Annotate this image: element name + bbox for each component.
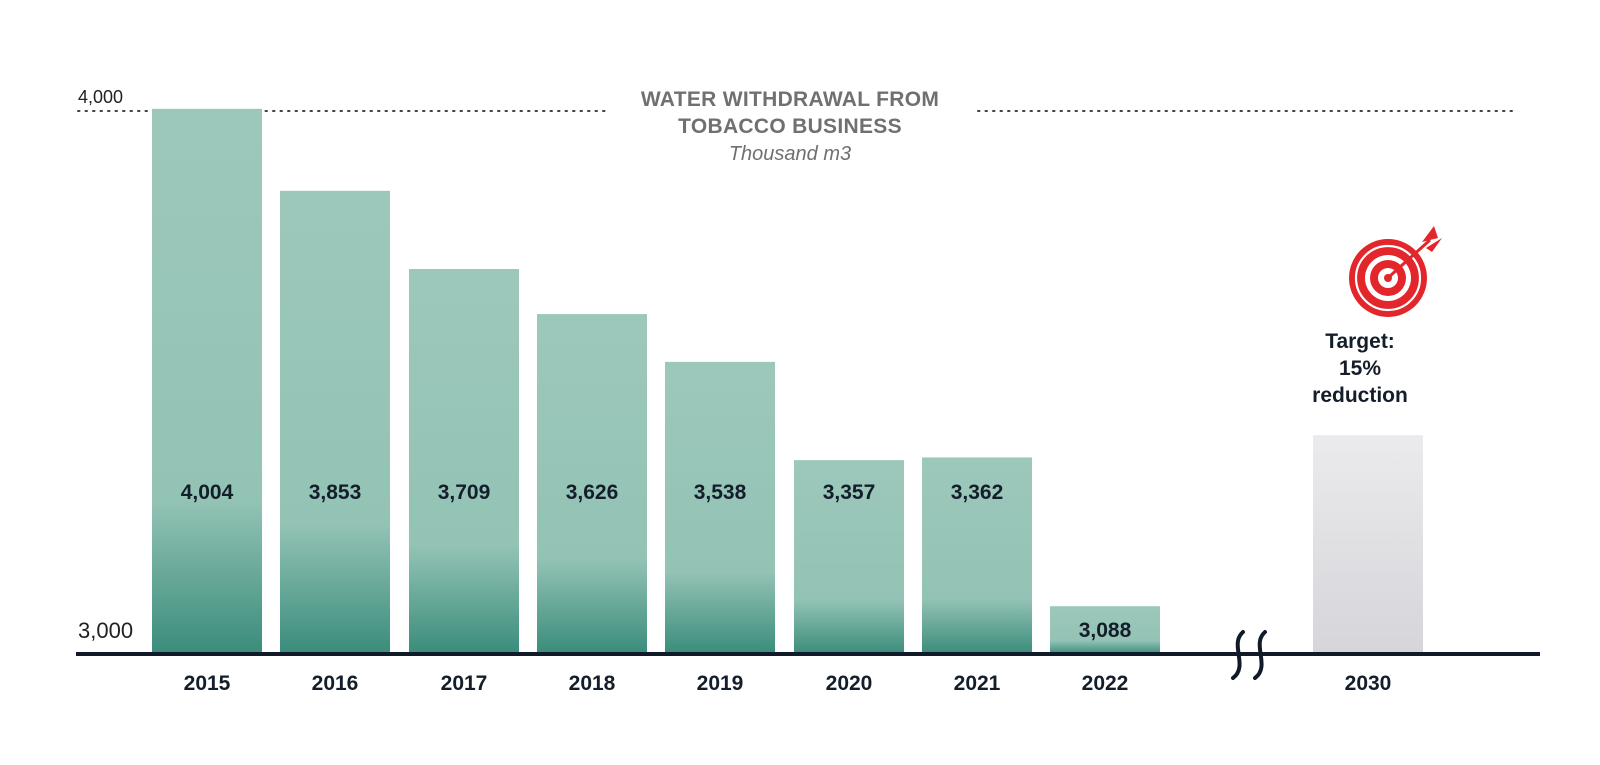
value-label-2022: 3,088 (1079, 619, 1132, 642)
target-label-line-1: Target: (1325, 330, 1395, 353)
x-tick-label-2015: 2015 (184, 672, 231, 695)
value-label-2016: 3,853 (309, 481, 362, 504)
x-tick-label-2020: 2020 (826, 672, 873, 695)
bar-2021 (922, 457, 1032, 654)
value-label-2015: 4,004 (181, 481, 234, 504)
x-tick-label-2019: 2019 (697, 672, 744, 695)
chart-subtitle: Thousand m3 (728, 143, 852, 165)
value-label-2020: 3,357 (823, 481, 876, 504)
bar-2016 (280, 190, 390, 655)
x-tick-label-2021: 2021 (954, 672, 1001, 695)
y-tick-label-max: 4,000 (78, 87, 123, 107)
bar-2022 (1050, 606, 1160, 654)
x-axis-ticks: 2015 2016 2017 2018 2019 2020 2021 2022 2030 (184, 672, 1392, 695)
chart-title: WATER WITHDRAWAL FROM TOBACCO BUSINESS (640, 88, 940, 138)
bar-2015 (152, 108, 262, 654)
x-tick-label-2017: 2017 (441, 672, 488, 695)
chart-title-block: WATER WITHDRAWAL FROM TOBACCO BUSINESS T… (610, 86, 970, 167)
bar-2017 (409, 269, 519, 654)
bar-2019 (665, 361, 775, 654)
x-tick-label-2018: 2018 (569, 672, 616, 695)
target-label-line-3: reduction (1312, 384, 1408, 407)
value-label-2018: 3,626 (566, 481, 619, 504)
value-label-2017: 3,709 (438, 481, 491, 504)
bar-2018 (537, 314, 647, 654)
y-tick-label-min: 3,000 (78, 618, 133, 643)
x-tick-label-2022: 2022 (1082, 672, 1129, 695)
y-axis-ticks: 3,000 4,000 (78, 87, 133, 643)
target-icon (1349, 226, 1442, 317)
value-label-2019: 3,538 (694, 481, 747, 504)
x-tick-label-2016: 2016 (312, 672, 359, 695)
target-label-line-2: 15% (1338, 357, 1382, 380)
x-tick-label-2030: 2030 (1345, 672, 1392, 695)
axis-break-icon (1231, 630, 1267, 680)
value-labels: 4,004 3,853 3,709 3,626 3,538 3,357 3,362 3,088 (181, 481, 1132, 642)
target-bar-2030 (1313, 435, 1423, 654)
value-label-2021: 3,362 (951, 481, 1004, 504)
bar-2020 (794, 460, 904, 654)
target-label: Target: 15% reduction (1300, 328, 1420, 409)
bars (152, 108, 1423, 655)
